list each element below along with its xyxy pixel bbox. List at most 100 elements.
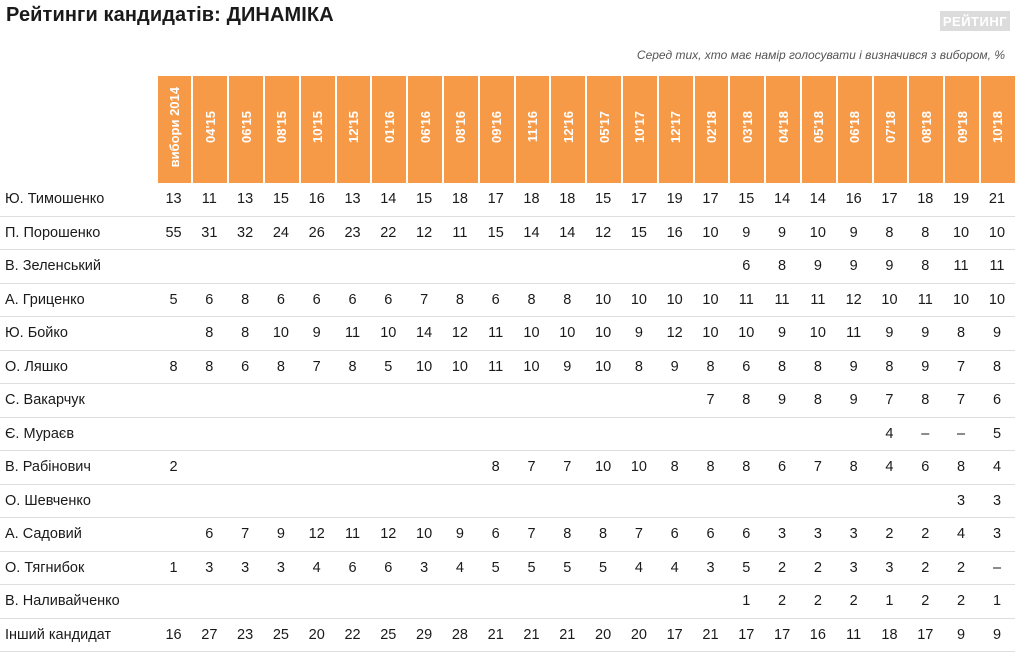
rating-value: 11 [907, 284, 943, 318]
rating-value: 9 [299, 317, 335, 351]
rating-value: 8 [549, 284, 585, 318]
rating-value: 1 [979, 585, 1015, 619]
rating-value [442, 250, 478, 284]
rating-value: 6 [728, 518, 764, 552]
rating-value: 7 [943, 351, 979, 385]
rating-value: 10 [800, 317, 836, 351]
rating-value [406, 585, 442, 619]
rating-value: 20 [299, 619, 335, 652]
rating-value: 8 [800, 384, 836, 418]
rating-value: 3 [800, 518, 836, 552]
rating-value [191, 418, 227, 452]
rating-value [299, 418, 335, 452]
column-header-label: 03'18 [740, 111, 755, 143]
rating-value: 4 [299, 552, 335, 586]
rating-value: 4 [442, 552, 478, 586]
rating-value: 8 [872, 217, 908, 251]
rating-value: 15 [478, 217, 514, 251]
rating-value [693, 418, 729, 452]
rating-value [156, 250, 192, 284]
rating-value: 4 [872, 418, 908, 452]
candidate-name: Інший кандидат [0, 619, 156, 652]
rating-value [263, 585, 299, 619]
column-header-label: 01'16 [382, 111, 397, 143]
rating-value: 9 [621, 317, 657, 351]
rating-value: 8 [621, 351, 657, 385]
rating-value: 10 [370, 317, 406, 351]
rating-value [299, 485, 335, 519]
column-header-label: 09'16 [489, 111, 504, 143]
rating-value [585, 384, 621, 418]
candidate-name: В. Наливайченко [0, 585, 156, 619]
rating-value [299, 451, 335, 485]
rating-value: 18 [872, 619, 908, 652]
rating-value: 2 [872, 518, 908, 552]
rating-value [370, 250, 406, 284]
rating-value [227, 250, 263, 284]
rating-value: 6 [227, 351, 263, 385]
column-header: 02'18 [693, 76, 729, 183]
rating-value [335, 485, 371, 519]
rating-value [514, 418, 550, 452]
rating-value [657, 585, 693, 619]
rating-value: 8 [335, 351, 371, 385]
rating-value: 8 [263, 351, 299, 385]
rating-value: 14 [549, 217, 585, 251]
rating-value: 3 [943, 485, 979, 519]
rating-value: 9 [907, 351, 943, 385]
rating-value: 8 [514, 284, 550, 318]
rating-value [370, 384, 406, 418]
rating-value: 8 [693, 351, 729, 385]
rating-value: 7 [943, 384, 979, 418]
rating-value [764, 418, 800, 452]
column-header: 11'16 [514, 76, 550, 183]
rating-value: 21 [693, 619, 729, 652]
column-header-label: 05'17 [597, 111, 612, 143]
rating-value [621, 585, 657, 619]
rating-value [693, 485, 729, 519]
rating-value [514, 250, 550, 284]
rating-value [478, 418, 514, 452]
rating-value: 14 [370, 183, 406, 217]
chart-subtitle: Серед тих, хто має намір голосувати і ви… [637, 48, 1005, 62]
rating-value [299, 250, 335, 284]
rating-value [621, 418, 657, 452]
rating-value: 29 [406, 619, 442, 652]
rating-value [549, 250, 585, 284]
rating-value [442, 451, 478, 485]
rating-value: 11 [764, 284, 800, 318]
rating-value [442, 585, 478, 619]
rating-value: 4 [621, 552, 657, 586]
rating-value: 7 [514, 518, 550, 552]
rating-value [549, 585, 585, 619]
rating-value [370, 418, 406, 452]
rating-value: 2 [156, 451, 192, 485]
rating-value: 17 [621, 183, 657, 217]
column-header: 10'15 [299, 76, 335, 183]
rating-value [478, 585, 514, 619]
rating-value: 14 [514, 217, 550, 251]
rating-value: 9 [549, 351, 585, 385]
rating-value [191, 384, 227, 418]
rating-value: 1 [728, 585, 764, 619]
rating-value: 1 [872, 585, 908, 619]
column-header: 05'18 [800, 76, 836, 183]
rating-value: 10 [585, 317, 621, 351]
rating-value [549, 485, 585, 519]
rating-value: 12 [406, 217, 442, 251]
rating-value [263, 485, 299, 519]
rating-value: 3 [979, 485, 1015, 519]
rating-value: 4 [943, 518, 979, 552]
candidate-name: Ю. Тимошенко [0, 183, 156, 217]
rating-value [156, 384, 192, 418]
rating-value: 9 [764, 217, 800, 251]
rating-value: 9 [836, 217, 872, 251]
column-header: 04'15 [191, 76, 227, 183]
rating-value [728, 418, 764, 452]
